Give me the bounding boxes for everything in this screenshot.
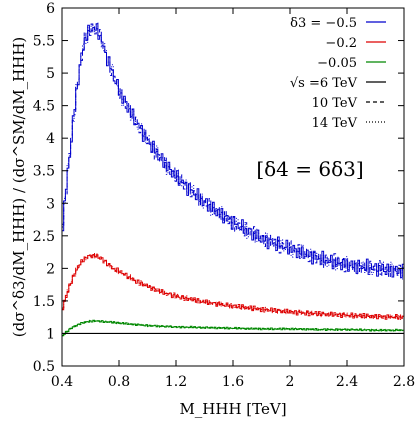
x-tick-label: 2.8 xyxy=(393,374,415,390)
x-tick-label: 2 xyxy=(286,374,295,390)
ticks-layer: 0.4 0.8 1.2 1.6 2 2.4 2.8 0.5 1 1.5 2 2.5 3 3.5 4 4.5 5 5… xyxy=(33,1,415,390)
x-tick-label: 2.4 xyxy=(336,374,358,390)
legend-label: √s =6 TeV xyxy=(290,76,358,91)
series-layer xyxy=(62,22,404,337)
y-tick-label: 1 xyxy=(46,326,55,342)
y-tick-label: 4.5 xyxy=(33,99,55,115)
x-tick-label: 0.8 xyxy=(108,374,130,390)
series-line-1-10tev xyxy=(62,23,404,279)
x-tick-label: 1.2 xyxy=(165,374,187,390)
annotation-text: [δ4 = 6δ3] xyxy=(256,157,363,181)
y-tick-label: 0.5 xyxy=(33,359,55,375)
y-tick-label: 3.5 xyxy=(33,164,55,180)
y-tick-label: 5 xyxy=(46,66,55,82)
x-tick-label: 1.6 xyxy=(222,374,244,390)
x-tick-label: 0.4 xyxy=(51,374,73,390)
y-tick-label: 3 xyxy=(46,196,55,212)
y-tick-label: 1.5 xyxy=(33,294,55,310)
x-axis-title: M_HHH [TeV] xyxy=(179,400,286,418)
legend-label: δ3 = −0.5 xyxy=(290,16,357,31)
legend: δ3 = −0.5 −0.2 −0.05 √s =6 TeV 10 TeV 14 TeV xyxy=(290,16,386,131)
y-tick-label: 6 xyxy=(46,1,55,17)
legend-label: −0.05 xyxy=(317,56,357,71)
y-tick-label: 4 xyxy=(46,131,55,147)
y-tick-label: 5.5 xyxy=(33,34,55,50)
y-tick-label: 2 xyxy=(46,261,55,277)
series-line-3-14tev xyxy=(62,319,404,337)
legend-label: 10 TeV xyxy=(312,96,358,111)
legend-label: 14 TeV xyxy=(312,116,358,131)
legend-label: −0.2 xyxy=(325,36,357,51)
y-axis-title: (dσ^δ3/dM_HHH) / (dσ^SM/dM_HHH) xyxy=(10,37,28,338)
y-tick-label: 2.5 xyxy=(33,229,55,245)
series-line-2-14tev xyxy=(62,253,404,320)
